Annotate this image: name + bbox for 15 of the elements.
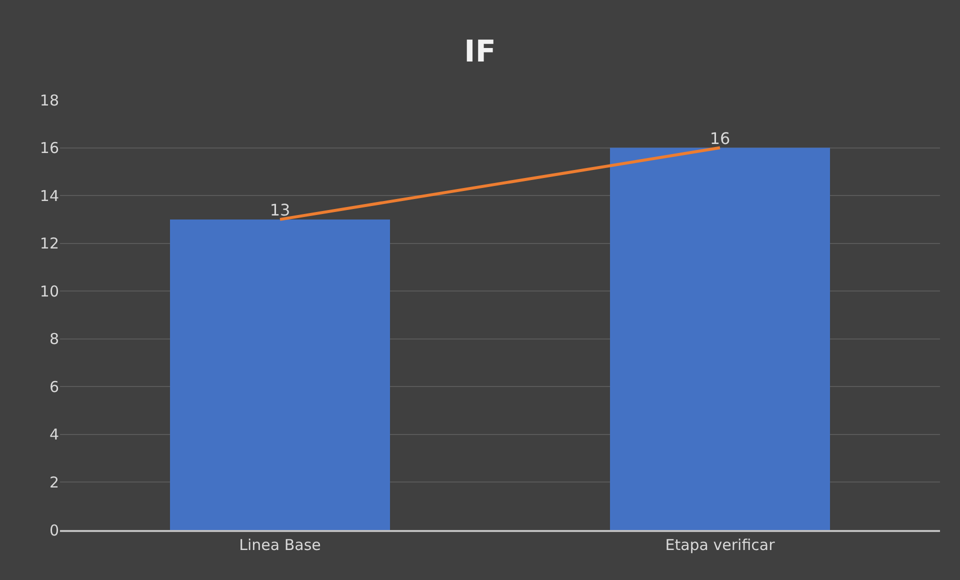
y-tick-label: 2 — [49, 473, 59, 492]
y-tick-label: 18 — [40, 91, 59, 110]
data-label: 13 — [270, 200, 290, 220]
y-tick-label: 8 — [49, 330, 59, 348]
x-tick-label: Etapa verificar — [665, 536, 776, 554]
chart-title: IF — [464, 34, 496, 70]
x-tick-label: Linea Base — [239, 536, 321, 554]
y-tick-label: 14 — [40, 186, 59, 205]
data-label: 16 — [710, 128, 730, 148]
y-tick-label: 4 — [49, 426, 59, 444]
y-tick-label: 0 — [49, 521, 59, 540]
y-tick-label: 6 — [49, 378, 59, 396]
y-tick-label: 12 — [40, 234, 59, 253]
y-tick-label: 16 — [40, 139, 59, 158]
y-tick-label: 10 — [40, 282, 59, 300]
